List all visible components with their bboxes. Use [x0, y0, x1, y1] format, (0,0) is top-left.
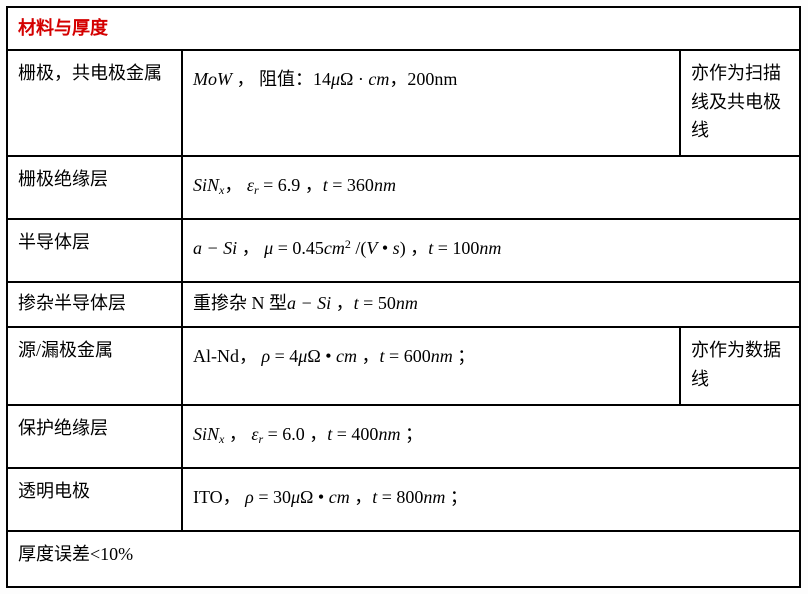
row-value: ITO， ρ = 30μΩ • cm ，t = 800nm ；	[182, 468, 800, 531]
materials-table: 材料与厚度 栅极，共电极金属 MoW ， 阻值：14μΩ · cm，200nm …	[6, 6, 801, 588]
row-label: 栅极绝缘层	[7, 156, 182, 219]
row-value: SiNx， εr = 6.9 ，t = 360nm	[182, 156, 800, 219]
row-value: SiNx ， εr = 6.0 ，t = 400nm ；	[182, 405, 800, 468]
row-note: 亦作为扫描线及共电极线	[680, 50, 800, 156]
table-row: 源/漏极金属 Al-Nd， ρ = 4μΩ • cm ，t = 600nm ； …	[7, 327, 800, 405]
footer-text: 厚度误差<10%	[7, 531, 800, 588]
row-note: 亦作为数据线	[680, 327, 800, 405]
table-row: 保护绝缘层 SiNx ， εr = 6.0 ，t = 400nm ；	[7, 405, 800, 468]
row-label: 保护绝缘层	[7, 405, 182, 468]
table-row: 掺杂半导体层 重掺杂 N 型a − Si ，t = 50nm	[7, 282, 800, 327]
row-value: a − Si ， μ = 0.45cm2 /(V • s) ，t = 100nm	[182, 219, 800, 282]
row-value: Al-Nd， ρ = 4μΩ • cm ，t = 600nm ；	[182, 327, 680, 405]
row-value: MoW ， 阻值：14μΩ · cm，200nm	[182, 50, 680, 156]
row-label: 源/漏极金属	[7, 327, 182, 405]
table-row: 半导体层 a − Si ， μ = 0.45cm2 /(V • s) ，t = …	[7, 219, 800, 282]
row-label: 栅极，共电极金属	[7, 50, 182, 156]
row-label: 半导体层	[7, 219, 182, 282]
table-title: 材料与厚度	[7, 7, 800, 50]
row-label: 掺杂半导体层	[7, 282, 182, 327]
table-row: 栅极，共电极金属 MoW ， 阻值：14μΩ · cm，200nm 亦作为扫描线…	[7, 50, 800, 156]
table-row: 透明电极 ITO， ρ = 30μΩ • cm ，t = 800nm ；	[7, 468, 800, 531]
table-row: 栅极绝缘层 SiNx， εr = 6.9 ，t = 360nm	[7, 156, 800, 219]
row-label: 透明电极	[7, 468, 182, 531]
row-value: 重掺杂 N 型a − Si ，t = 50nm	[182, 282, 800, 327]
